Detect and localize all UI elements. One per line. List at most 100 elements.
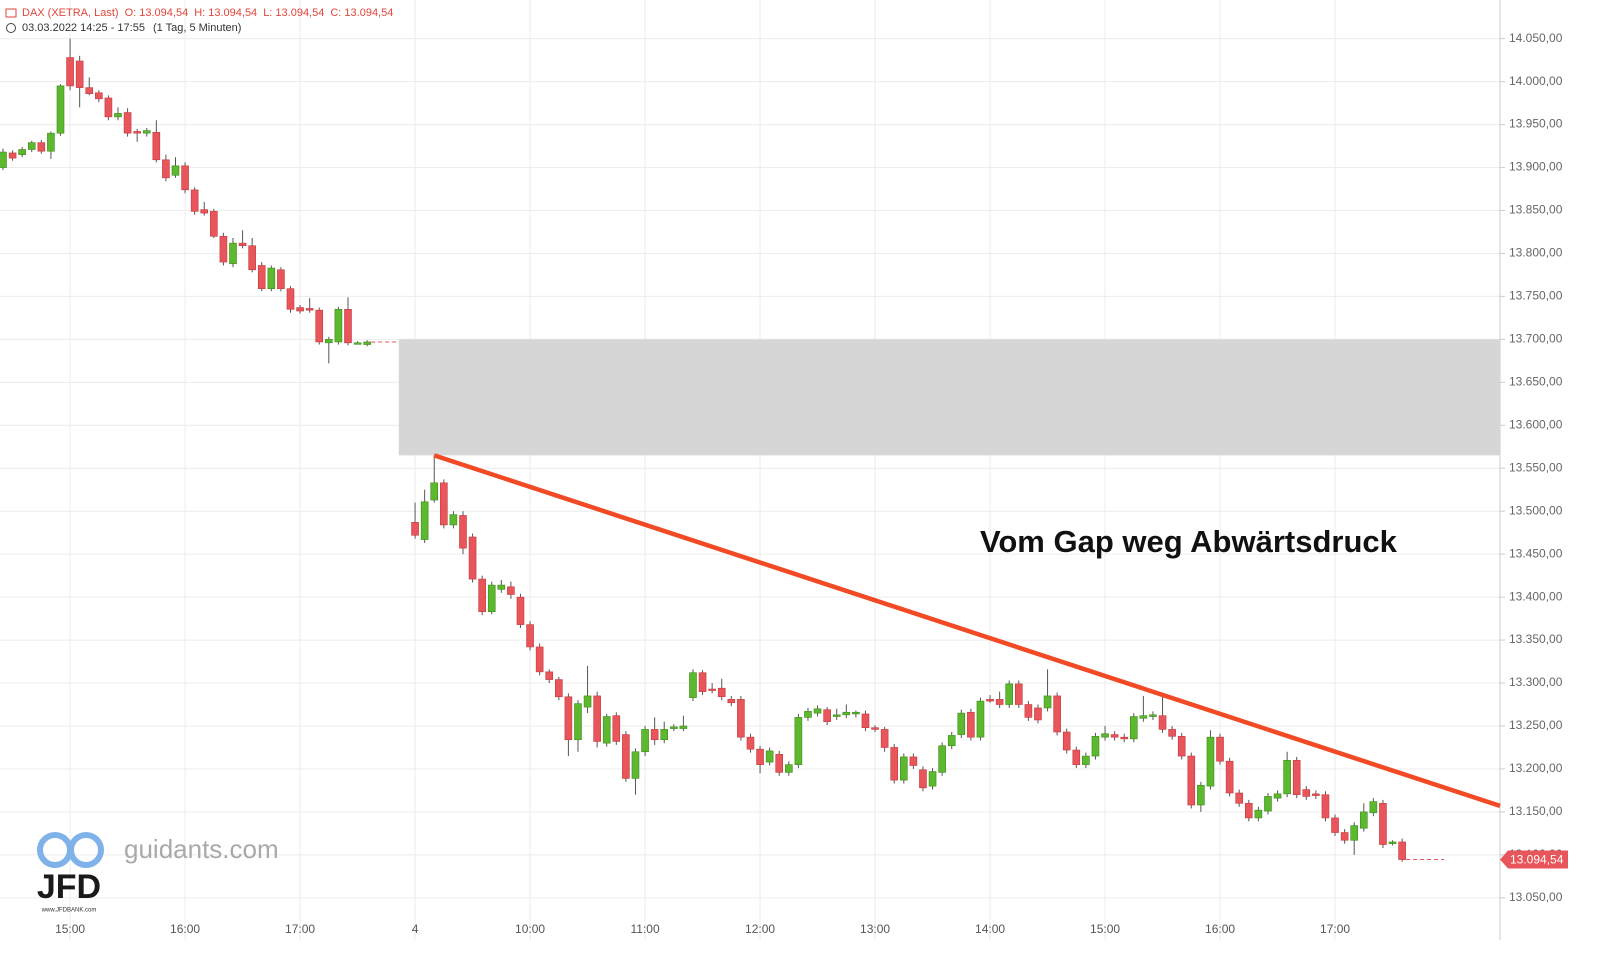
candle-body — [842, 711, 851, 716]
candle-body — [737, 699, 745, 738]
candle-body — [210, 211, 218, 237]
candle-body — [516, 596, 525, 625]
y-tick-label: 13.300,00 — [1509, 675, 1563, 689]
candle-body — [564, 696, 573, 741]
candle-body — [8, 152, 17, 159]
y-tick-label: 13.500,00 — [1509, 503, 1563, 517]
candle-body — [1168, 729, 1176, 737]
candle-body — [171, 165, 180, 176]
candle-body — [1062, 731, 1071, 751]
candle-body — [200, 209, 209, 214]
y-tick-label: 13.050,00 — [1509, 890, 1563, 904]
x-tick-label: 11:00 — [630, 922, 659, 936]
candle-body — [219, 235, 228, 263]
candle-body — [1244, 803, 1253, 819]
candle-body — [746, 736, 755, 750]
candle-body — [114, 113, 122, 118]
candle-body — [1043, 695, 1052, 709]
candle-body — [986, 699, 994, 702]
candle-body — [66, 57, 74, 87]
logo-ring — [37, 832, 73, 868]
y-tick-label: 13.550,00 — [1509, 460, 1563, 474]
clock-icon — [6, 23, 16, 33]
x-tick-label: 15:00 — [55, 922, 85, 936]
candle-body — [785, 764, 793, 773]
candle-body — [277, 269, 285, 289]
candle-body — [95, 92, 103, 100]
candle-body — [832, 714, 841, 717]
y-tick-label: 13.800,00 — [1509, 246, 1563, 260]
candle-body — [756, 748, 764, 765]
candle-body — [85, 87, 94, 94]
y-tick-label: 13.850,00 — [1509, 203, 1563, 217]
candle-body — [248, 245, 256, 271]
y-tick-label: 13.950,00 — [1509, 117, 1563, 131]
candle-body — [813, 708, 822, 714]
candle-body — [1091, 735, 1100, 757]
candle-body — [890, 747, 899, 781]
chart-icon — [5, 8, 17, 18]
candle-body — [880, 729, 889, 748]
candle-body — [650, 729, 659, 741]
candle-body — [583, 695, 592, 708]
candle-body — [37, 142, 46, 152]
logo-text: JFD — [37, 868, 101, 906]
candle-body — [487, 584, 496, 613]
header-low: L: 13.094,54 — [263, 7, 324, 19]
candle-body — [334, 308, 343, 343]
candle-body — [181, 165, 189, 191]
y-tick-label: 13.350,00 — [1509, 632, 1563, 646]
candle-body — [411, 522, 419, 536]
x-tick-label: 12:00 — [745, 922, 775, 936]
trendline — [433, 453, 1501, 809]
logo: guidants.com JFD www.JFDBANK.com — [37, 832, 279, 914]
y-tick-label: 13.700,00 — [1509, 332, 1563, 346]
y-tick-label: 13.650,00 — [1509, 374, 1563, 388]
candle-body — [593, 695, 601, 742]
x-tick-label: 13:00 — [860, 922, 890, 936]
candle-body — [1206, 736, 1215, 787]
candle-body — [1053, 695, 1061, 733]
candle-body — [871, 727, 879, 730]
candle-body — [1014, 683, 1023, 705]
candle-body — [727, 699, 736, 704]
site-name: guidants.com — [124, 834, 279, 864]
candle-body — [420, 501, 429, 540]
x-tick-label: 16:00 — [170, 922, 200, 936]
candle-body — [152, 132, 161, 161]
candle-body — [679, 725, 688, 729]
candle-body — [1321, 794, 1330, 819]
candle-body — [976, 700, 985, 738]
header-title: DAX (XETRA, Last) — [22, 7, 119, 19]
candle-body — [1024, 704, 1033, 718]
candle-body — [1369, 801, 1378, 814]
candle-body — [612, 715, 621, 742]
header-high: H: 13.094,54 — [194, 7, 257, 19]
candle-body — [717, 687, 726, 698]
candle-body — [27, 142, 36, 150]
x-tick-label: 15:00 — [1090, 922, 1120, 936]
candle-body — [478, 578, 486, 613]
candle-body — [1398, 841, 1406, 860]
x-tick-label: 4 — [412, 922, 419, 936]
candle-body — [1350, 825, 1359, 841]
candle-body — [1331, 817, 1339, 833]
y-tick-label: 13.600,00 — [1509, 417, 1563, 431]
candle-body — [1005, 683, 1014, 705]
candle-body — [708, 688, 716, 691]
y-tick-label: 14.050,00 — [1509, 31, 1563, 45]
gap-zone — [398, 339, 1501, 456]
candle-body — [123, 112, 132, 134]
candle-body — [468, 536, 477, 580]
candle-body — [957, 712, 966, 735]
candle-body — [229, 242, 237, 265]
candle-body — [765, 750, 774, 763]
candle-body — [545, 671, 554, 680]
candle-body — [1283, 760, 1291, 795]
candle-body — [1302, 789, 1311, 797]
y-tick-label: 13.900,00 — [1509, 160, 1563, 174]
candle-body — [919, 769, 927, 789]
candle-body — [631, 751, 640, 779]
candle-body — [641, 729, 649, 753]
